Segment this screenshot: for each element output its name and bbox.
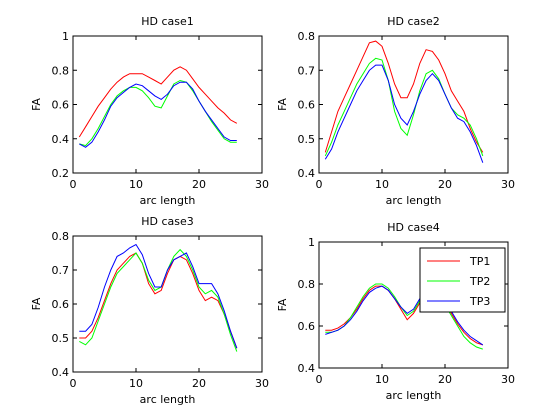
x-tick-label: 0 <box>70 178 77 191</box>
series-line-tp3 <box>79 81 237 148</box>
x-tick-label: 0 <box>316 373 323 386</box>
y-tick-label: 1 <box>62 30 69 43</box>
legend-label-tp2: TP2 <box>469 275 490 288</box>
y-tick-label: 0.4 <box>52 133 70 146</box>
chart-title: HD case3 <box>141 215 194 228</box>
chart-title: HD case2 <box>387 15 440 28</box>
y-tick-label: 0.8 <box>52 230 70 243</box>
x-tick-label: 20 <box>438 373 452 386</box>
y-tick-label: 1 <box>308 236 315 249</box>
series-line-tp3 <box>325 285 484 346</box>
y-tick-label: 0.5 <box>52 332 70 345</box>
y-tick-label: 0.4 <box>298 362 316 375</box>
subplot-3: 0 10 20 30 0.4 0.5 0.6 0.7 0.8 HD case3 arc length… <box>30 215 269 406</box>
x-tick-label: 10 <box>375 178 389 191</box>
legend: TP1 TP2 TP3 <box>419 247 506 313</box>
y-tick-label: 0.6 <box>298 320 316 333</box>
subplot-4: 0 10 20 30 0.4 0.6 0.8 1 HD case4 arc length FA TP1… <box>276 221 515 402</box>
legend-label-tp1: TP1 <box>469 255 490 268</box>
y-tick-label: 0.2 <box>52 167 70 180</box>
y-tick-label: 0.4 <box>52 366 70 379</box>
y-tick-label: 0.6 <box>52 99 70 112</box>
y-axis-label: FA <box>276 98 289 111</box>
y-tick-label: 0.6 <box>52 298 70 311</box>
series-line-tp2 <box>324 57 484 157</box>
x-tick-label: 10 <box>129 377 143 390</box>
y-tick-label: 0.7 <box>298 64 316 77</box>
axes-frame <box>72 235 263 373</box>
x-tick-label: 30 <box>255 377 269 390</box>
subplot-1: 0 10 20 30 0.2 0.4 0.6 0.8 1 HD case1 arc length FA <box>30 15 269 207</box>
x-axis-label: arc length <box>386 194 442 207</box>
series-line-tp2 <box>325 283 483 350</box>
y-tick-label: 0.5 <box>298 133 316 146</box>
subplot-2: 0 10 20 30 0.4 0.5 0.6 0.7 0.8 HD case2 arc length… <box>276 15 515 207</box>
x-tick-label: 30 <box>501 178 515 191</box>
y-axis-label: FA <box>30 98 43 111</box>
chart-title: HD case1 <box>141 15 194 28</box>
y-tick-label: 0.8 <box>298 278 316 291</box>
x-tick-label: 0 <box>70 377 77 390</box>
x-tick-label: 30 <box>501 373 515 386</box>
x-tick-label: 10 <box>129 178 143 191</box>
series-line-tp1 <box>324 40 484 153</box>
x-tick-label: 0 <box>316 178 323 191</box>
x-tick-label: 20 <box>438 178 452 191</box>
y-tick-label: 0.8 <box>298 30 316 43</box>
x-tick-label: 20 <box>192 178 206 191</box>
x-axis-label: arc length <box>386 389 442 402</box>
x-axis-label: arc length <box>140 194 196 207</box>
legend-label-tp3: TP3 <box>469 295 490 308</box>
x-tick-label: 30 <box>255 178 269 191</box>
y-tick-label: 0.7 <box>52 264 70 277</box>
axes-frame <box>72 35 263 174</box>
series-line-tp2 <box>79 79 237 147</box>
series-line-tp3 <box>324 64 484 163</box>
series-line-tp1 <box>79 252 238 349</box>
series-line-tp2 <box>79 248 238 352</box>
x-tick-label: 10 <box>375 373 389 386</box>
x-tick-label: 20 <box>192 377 206 390</box>
y-tick-label: 0.6 <box>298 99 316 112</box>
x-axis-label: arc length <box>140 393 196 406</box>
legend-box <box>419 247 506 313</box>
y-tick-label: 0.8 <box>52 64 70 77</box>
y-tick-label: 0.4 <box>298 167 316 180</box>
y-axis-label: FA <box>30 297 43 310</box>
y-axis-label: FA <box>276 298 289 311</box>
series-line-tp1 <box>78 66 238 138</box>
chart-title: HD case4 <box>387 221 440 234</box>
series-line-tp3 <box>79 243 238 349</box>
